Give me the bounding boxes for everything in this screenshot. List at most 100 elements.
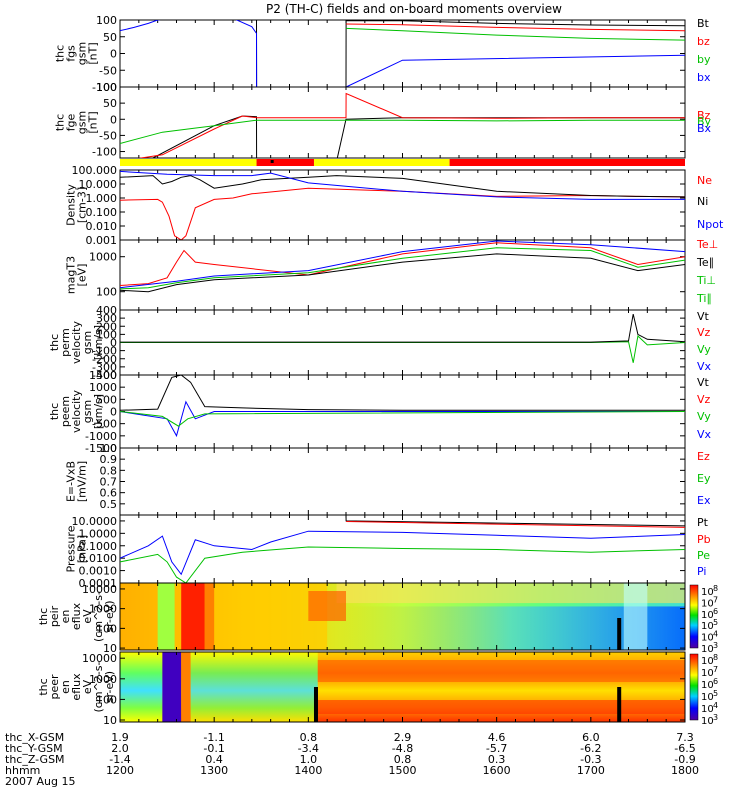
legend-Ti∥: Ti∥ [696, 292, 712, 305]
y-tick-label: 500 [96, 393, 117, 406]
y-axis-label: magT3 [65, 256, 78, 294]
ephemeris-value: -1.1 [203, 731, 224, 744]
ephemeris-value: 7.3 [676, 731, 694, 744]
series-line-Npot-T [120, 240, 685, 289]
y-axis-label: peir [48, 605, 61, 627]
y-tick-label: 0 [110, 48, 117, 61]
colorbar-tick-exponent: 7 [713, 665, 718, 674]
y-axis-label: velocity [70, 390, 83, 433]
time-tick-label: 1700 [577, 764, 605, 777]
colorbar-tick-label: 10 [701, 587, 714, 598]
series-line-By [120, 119, 685, 144]
colorbar-tick-label: 10 [701, 610, 714, 621]
heatmap-high-energy-band [336, 583, 685, 604]
y-axis-label: [cm-3] [76, 187, 89, 223]
y-tick-label: -400 [92, 369, 117, 382]
y-tick-label: -1000 [85, 430, 117, 443]
chart-title: P2 (TH-C) fields and on-board moments ov… [266, 2, 562, 16]
series-line-Pi [120, 530, 685, 576]
y-tick-label: 10000 [82, 652, 117, 665]
legend-Vz: Vz [697, 326, 711, 339]
y-tick-label: 0.1000 [79, 540, 118, 553]
legend-Ti⊥: Ti⊥ [696, 274, 716, 287]
legend-Pi: Pi [697, 565, 706, 578]
colorbar-tick-exponent: 6 [713, 677, 718, 686]
y-axis-label: velocity [70, 321, 83, 364]
y-tick-label: 10 [103, 714, 117, 727]
y-axis-label: eflux [70, 602, 83, 630]
y-axis-label: thc [54, 114, 67, 131]
y-tick-label: 0 [110, 113, 117, 126]
series-line-Pb [346, 521, 685, 528]
time-tick-label: 1500 [389, 764, 417, 777]
y-axis-label: (cm^2-s- [92, 662, 105, 713]
y-axis-label: [nT] [87, 42, 100, 64]
colorbar-tick-label: 10 [701, 692, 714, 703]
panel-efield: 1.00.90.80.70.60.5 Ez Ey Ex E=-VxB[mV/m] [65, 442, 711, 516]
colorbar-tick-label: 10 [701, 704, 714, 715]
y-tick-label: 100 [96, 286, 117, 299]
series-group [120, 515, 685, 583]
ephemeris-value: -4.8 [392, 742, 413, 755]
y-tick-label: 0.001 [86, 234, 118, 247]
y-tick-label: 300 [96, 312, 117, 325]
mode-bar-segment [449, 159, 685, 166]
y-tick-label: 0.010 [86, 220, 118, 233]
y-tick-label: -50 [99, 64, 117, 77]
heatmap-data-gap [617, 618, 622, 650]
heatmap-low-band [317, 700, 685, 714]
y-tick-label: 10.0000 [72, 515, 118, 528]
heatmap-high-band [317, 660, 685, 682]
legend-Pb: Pb [697, 533, 711, 546]
heatmap-mid-band [190, 652, 318, 722]
ephemeris-value: -6.2 [580, 742, 601, 755]
ephemeris-value: 1.9 [111, 731, 129, 744]
y-axis-label: thc [48, 334, 61, 351]
colorbar-tick-exponent: 5 [713, 689, 718, 698]
series-group [120, 313, 685, 363]
y-tick-label: -100 [92, 345, 117, 358]
date-label: 2007 Aug 15 [5, 775, 75, 788]
y-tick-label: -100 [92, 146, 117, 159]
y-tick-label: 0.9 [100, 453, 118, 466]
colorbar-tick-label: 10 [701, 644, 714, 655]
legend-Ni: Ni [697, 195, 708, 208]
ephemeris-value: 0.4 [205, 753, 223, 766]
series-line-bz [346, 23, 685, 32]
series-group [120, 240, 685, 293]
legend-Bz: Bz [697, 109, 711, 122]
panel-frame [119, 447, 686, 516]
legend-Vt: Vt [697, 376, 710, 389]
y-axis-label: (cm^2-s- [92, 591, 105, 642]
colorbar-tick-exponent: 4 [713, 630, 718, 639]
ephemeris-value: -0.1 [203, 742, 224, 755]
y-tick-label: -200 [92, 353, 117, 366]
y-tick-label: -500 [92, 418, 117, 431]
y-tick-label: 1000 [89, 603, 117, 616]
legend-Bx: Bx [697, 122, 712, 135]
series-line-Te∥ [120, 253, 685, 293]
legend-bz: bz [697, 35, 710, 48]
series-line-by [346, 27, 685, 41]
y-tick-label: 1000 [89, 251, 117, 264]
series-line-Ne [120, 187, 685, 240]
legend-By: By [697, 115, 712, 128]
y-tick-label: 1.0 [100, 442, 118, 455]
y-axis-label: eV [81, 679, 94, 694]
time-tick-label: 1200 [106, 764, 134, 777]
colorbar-tick-label: 10 [701, 598, 714, 609]
y-axis-label: sr-eV) [103, 600, 116, 632]
y-tick-label: 10000 [82, 583, 117, 596]
ephem-x-label: thc_X-GSM [5, 731, 64, 744]
legend-Pt: Pt [697, 516, 709, 529]
y-tick-label: 0.0001 [79, 577, 118, 590]
y-axis-label: en [59, 610, 72, 624]
series-line-Pe [120, 546, 685, 583]
y-tick-label: 1500 [89, 369, 117, 382]
y-tick-label: 0.100 [86, 206, 118, 219]
